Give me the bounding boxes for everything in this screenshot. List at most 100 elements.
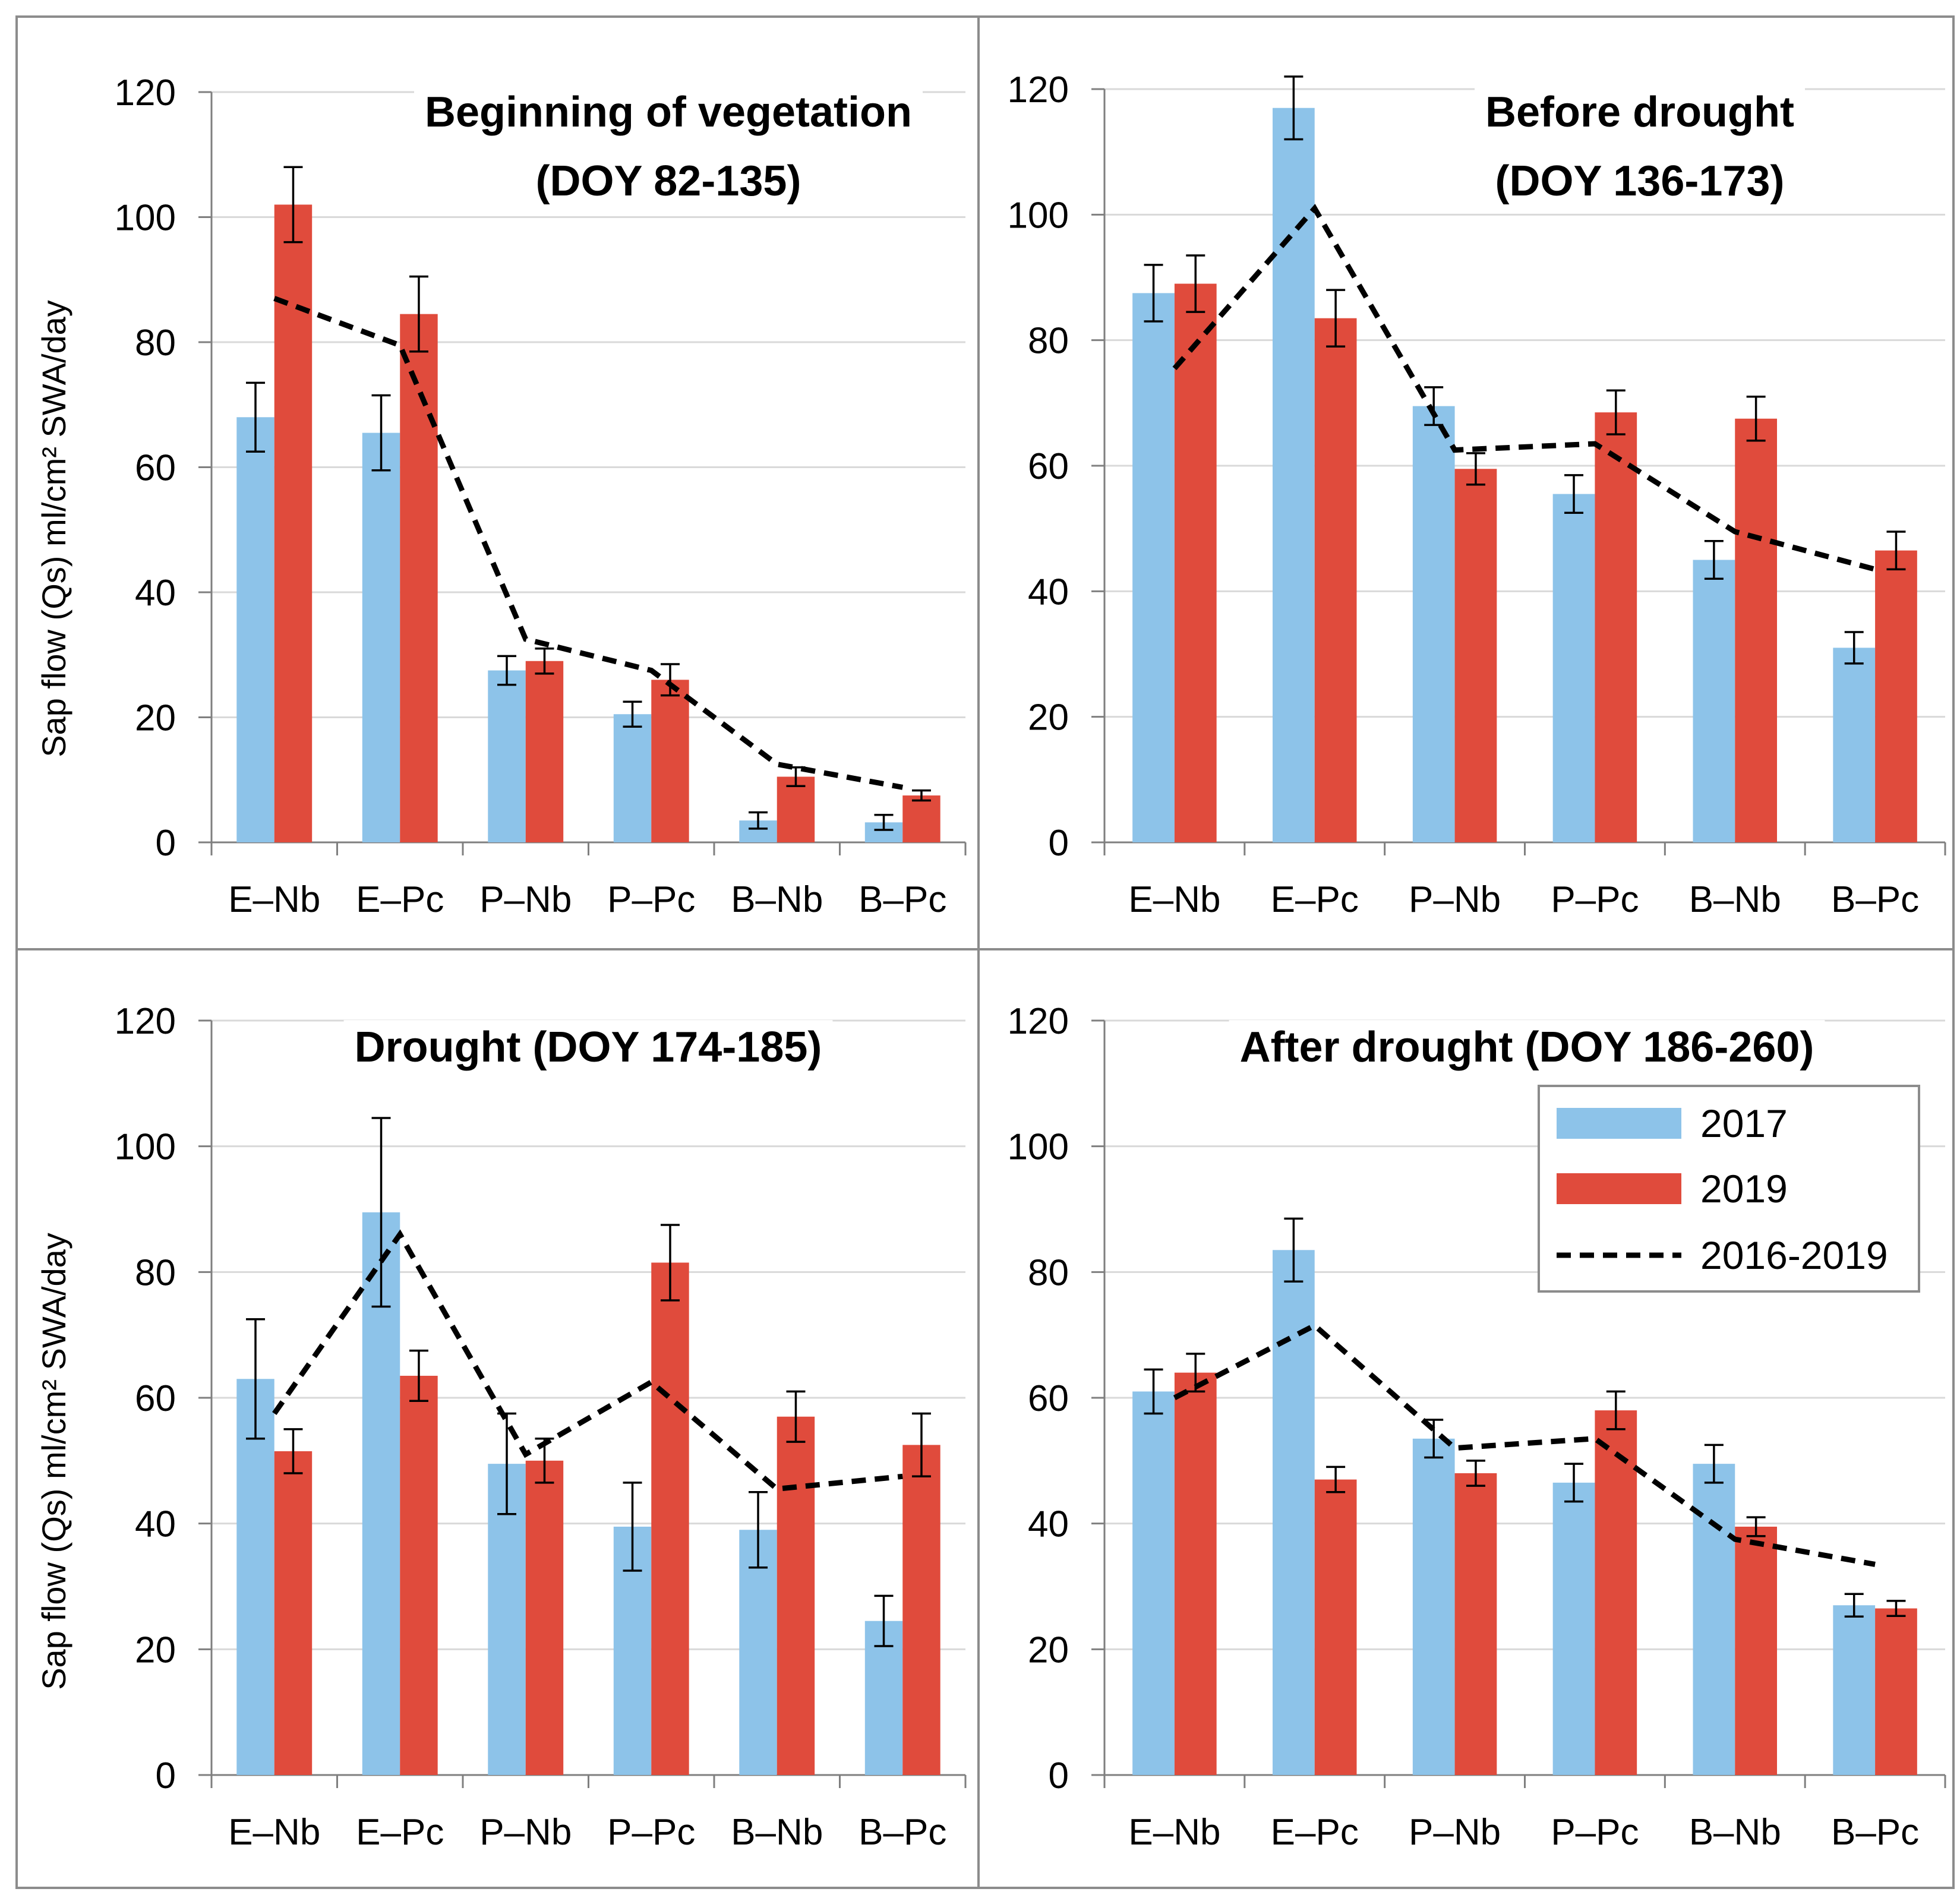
chart-title-background <box>1475 85 1805 140</box>
bar-2019 <box>274 1451 313 1775</box>
x-tick-label: P–Nb <box>1409 879 1501 920</box>
bar-2019 <box>651 680 689 842</box>
bar-2017 <box>1273 1250 1315 1775</box>
bar-2019 <box>1314 318 1357 842</box>
y-tick-label: 40 <box>135 573 176 614</box>
panel-beginning-of-vegetation: 0 20 40 60 80 100 120 E–Nb E–Pc P–Nb P–Pc B–Nb B–Pc B… <box>35 72 967 920</box>
chart-title: Beginning of vegetation <box>425 89 912 136</box>
y-tick-label: 120 <box>1008 1001 1069 1042</box>
bar-2017 <box>739 1530 777 1775</box>
bar-2017 <box>1833 1605 1876 1775</box>
bar-2017 <box>1552 494 1595 842</box>
chart-title: Drought (DOY 174-185) <box>355 1024 822 1071</box>
x-tick-label: E–Nb <box>228 879 320 920</box>
bar-2019 <box>1174 283 1217 843</box>
bar-2017 <box>1693 560 1735 842</box>
y-tick-label: 20 <box>1028 697 1069 738</box>
y-tick-label: 80 <box>135 323 176 364</box>
bar-2017 <box>1132 293 1175 843</box>
bar-2017 <box>1132 1391 1175 1775</box>
y-tick-label: 0 <box>1049 823 1069 864</box>
bar-2019 <box>902 795 940 842</box>
y-tick-label: 60 <box>1028 446 1069 487</box>
bar-2017 <box>613 714 652 842</box>
bar-2019 <box>1314 1479 1357 1775</box>
x-tick-label: P–Nb <box>479 879 572 920</box>
bar-2019 <box>525 661 564 842</box>
panel-drought: 0 20 40 60 80 100 120 E–Nb E–Pc P–Nb P–Pc B–Nb B–Pc D… <box>35 1001 967 1853</box>
bar-2019 <box>1595 1410 1637 1775</box>
y-axis-label: Sap flow (Qs) ml/cm² SWA/day <box>35 1233 72 1690</box>
chart-title-background <box>525 154 812 209</box>
y-tick-label: 40 <box>135 1504 176 1545</box>
y-tick-label: 80 <box>1028 321 1069 362</box>
legend-label-mean: 2016-2019 <box>1700 1233 1888 1277</box>
bar-2017 <box>236 417 274 842</box>
legend: 2017 2019 2016-2019 <box>1538 1085 1920 1293</box>
bar-2017 <box>1412 406 1455 842</box>
y-axis-label: Sap flow (Qs) ml/cm² SWA/day <box>35 300 72 757</box>
y-tick-label: 80 <box>135 1252 176 1293</box>
x-tick-label: E–Pc <box>356 879 444 920</box>
bar-2017 <box>1273 108 1315 843</box>
figure-frame <box>15 15 1955 1889</box>
legend-label-2019: 2019 <box>1700 1167 1788 1211</box>
bar-2019 <box>525 1460 564 1775</box>
chart-title-background <box>1229 1020 1825 1075</box>
bar-2017 <box>488 1464 526 1775</box>
bar-2019 <box>400 1375 438 1775</box>
x-tick-label: E–Nb <box>1128 1812 1220 1853</box>
x-tick-label: B–Pc <box>1831 1812 1919 1853</box>
y-tick-label: 120 <box>115 1001 176 1042</box>
y-tick-label: 0 <box>156 823 176 864</box>
chart-title: Before drought <box>1485 89 1794 136</box>
mean-line-2016-2019 <box>1173 1322 1876 1567</box>
y-tick-label: 0 <box>156 1755 176 1796</box>
mean-line-2016-2019 <box>273 296 904 790</box>
chart-title: (DOY 136-173) <box>1495 157 1785 205</box>
x-tick-label: E–Pc <box>356 1812 444 1853</box>
bar-2017 <box>1552 1482 1595 1775</box>
x-tick-label: B–Nb <box>731 1812 823 1853</box>
chart-title-background <box>1484 154 1795 209</box>
legend-swatch-2017 <box>1557 1108 1681 1139</box>
panel-after-drought: 0 20 40 60 80 100 120 E–Nb E–Pc P–Nb P–Pc B–Nb B–Pc A… <box>1008 1001 1946 1853</box>
x-tick-label: P–Nb <box>479 1812 572 1853</box>
bar-2019 <box>1875 550 1917 842</box>
x-tick-label: B–Nb <box>1689 1812 1781 1853</box>
bar-2019 <box>1875 1608 1917 1775</box>
y-tick-label: 100 <box>1008 1127 1069 1168</box>
chart-title-background <box>414 85 923 140</box>
bar-2017 <box>488 670 526 842</box>
x-tick-label: P–Nb <box>1409 1812 1501 1853</box>
bar-2019 <box>1454 1473 1497 1775</box>
legend-label-2017: 2017 <box>1700 1101 1788 1145</box>
bar-2017 <box>236 1379 274 1775</box>
x-tick-label: P–Pc <box>607 879 695 920</box>
bar-2017 <box>1412 1438 1455 1775</box>
y-tick-label: 40 <box>1028 571 1069 612</box>
chart-title-background <box>343 1020 833 1075</box>
legend-swatch-2019 <box>1557 1173 1681 1204</box>
bar-2019 <box>902 1445 940 1775</box>
x-tick-label: P–Pc <box>607 1812 695 1853</box>
y-tick-label: 60 <box>135 1378 176 1419</box>
x-tick-label: P–Pc <box>1551 879 1639 920</box>
panel-before-drought: 0 20 40 60 80 100 120 E–Nb E–Pc P–Nb P–Pc B–Nb B–Pc B… <box>1008 70 1946 920</box>
bar-2019 <box>400 314 438 842</box>
mean-line-2016-2019 <box>1172 204 1876 572</box>
y-tick-label: 40 <box>1028 1504 1069 1545</box>
chart-title: (DOY 82-135) <box>536 157 801 205</box>
x-tick-label: E–Nb <box>228 1812 320 1853</box>
y-tick-label: 80 <box>1028 1252 1069 1293</box>
x-tick-label: E–Nb <box>1128 879 1220 920</box>
bar-2017 <box>362 432 400 842</box>
bar-2017 <box>1833 648 1876 842</box>
x-tick-label: E–Pc <box>1271 1812 1359 1853</box>
bar-2019 <box>777 776 815 842</box>
y-tick-label: 20 <box>1028 1629 1069 1670</box>
x-tick-label: B–Pc <box>859 1812 946 1853</box>
chart-title: After drought (DOY 186-260) <box>1240 1024 1814 1071</box>
y-tick-label: 100 <box>115 198 176 239</box>
